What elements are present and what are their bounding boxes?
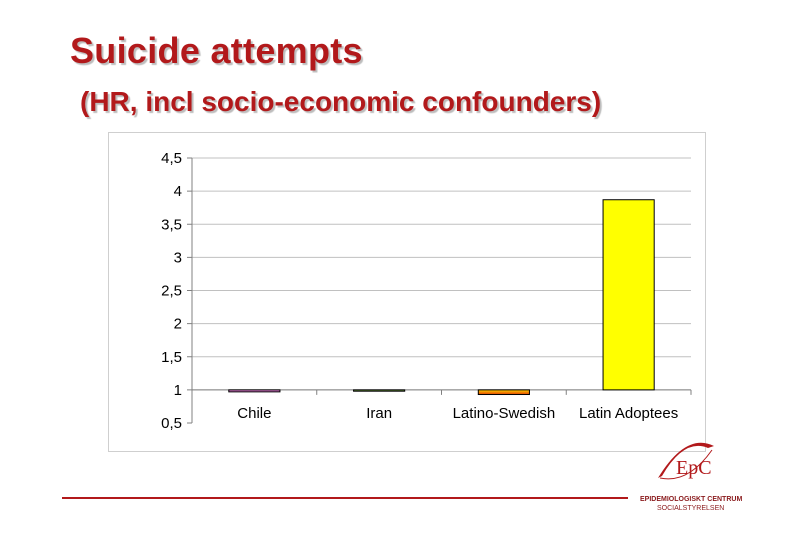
chart-area: 0,5 1 1,5 2 2,5 3 3,5 4 4,5 Chile Iran Latino-Swedi… bbox=[108, 132, 706, 452]
slide-title: Suicide attempts bbox=[70, 30, 363, 71]
epc-logo: EpC bbox=[658, 442, 714, 480]
y-tick-label: 2 bbox=[174, 316, 182, 333]
bar-latin-adoptees bbox=[602, 199, 655, 391]
footer-divider bbox=[62, 497, 628, 499]
y-tick-label: 3 bbox=[174, 249, 182, 266]
y-tick-label: 1 bbox=[174, 382, 182, 399]
logo-org-name: EPIDEMIOLOGISKT CENTRUM bbox=[640, 496, 743, 503]
y-tick-label: 1,5 bbox=[161, 349, 182, 366]
bar-chile bbox=[228, 389, 281, 393]
y-tick-label: 4 bbox=[174, 183, 182, 200]
y-tick-label: 4,5 bbox=[161, 150, 182, 167]
bar-latino-swedish bbox=[477, 389, 530, 396]
bar-iran bbox=[353, 389, 406, 392]
x-category-label: Latin Adoptees bbox=[579, 405, 678, 422]
y-tick-label: 0,5 bbox=[161, 415, 182, 432]
x-category-label: Latino-Swedish bbox=[453, 405, 556, 422]
x-category-label: Chile bbox=[237, 405, 271, 422]
y-tick-label: 2,5 bbox=[161, 283, 182, 300]
logo-agency-name: SOCIALSTYRELSEN bbox=[657, 505, 725, 512]
slide-subtitle: (HR, incl socio-economic confounders) bbox=[80, 86, 602, 117]
logo-mark: EpC bbox=[676, 457, 712, 479]
y-tick-label: 3,5 bbox=[161, 216, 182, 233]
bar-chart: 0,5 1 1,5 2 2,5 3 3,5 4 4,5 Chile Iran Latino-Swedi… bbox=[161, 150, 692, 432]
x-category-label: Iran bbox=[366, 405, 392, 422]
